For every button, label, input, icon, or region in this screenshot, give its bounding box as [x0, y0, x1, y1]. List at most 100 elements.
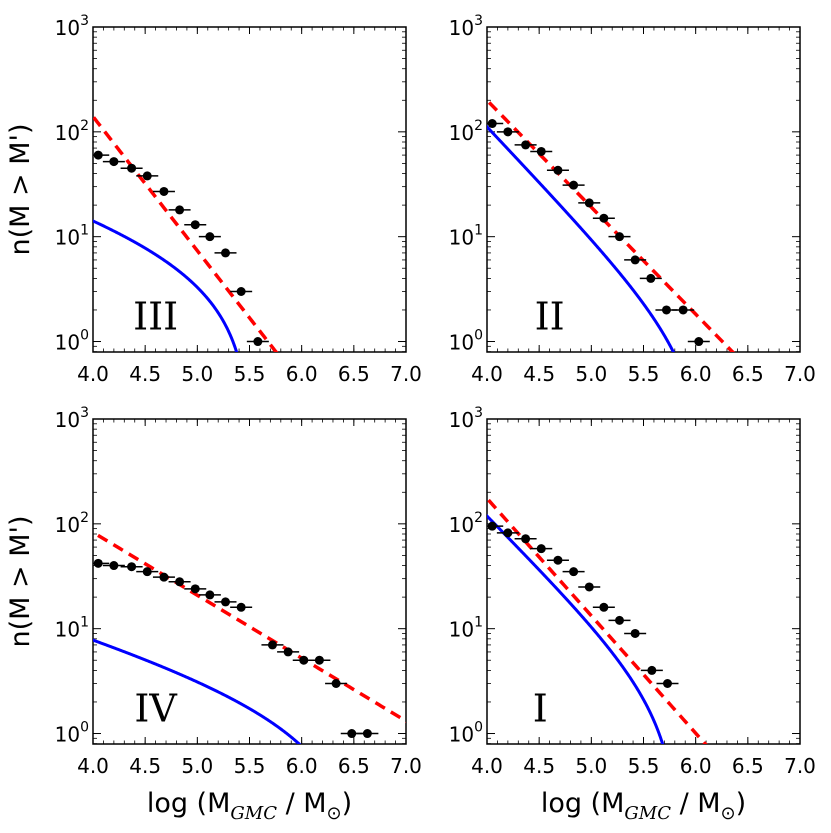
plot-frame	[486, 26, 801, 353]
y-axis-label: n(M > M')	[5, 124, 36, 256]
x-tick-label: 6.0	[680, 362, 712, 386]
x-tick-label: 6.0	[286, 754, 318, 778]
truncated-power-law-fit-line	[487, 513, 665, 744]
panel-label: III	[133, 294, 178, 338]
y-tick-base: 10	[55, 723, 80, 747]
data-point	[662, 678, 672, 688]
y-tick-base: 10	[449, 121, 474, 145]
y-tick-label: 103	[55, 13, 89, 40]
data-point	[661, 305, 671, 315]
y-tick-label: 103	[449, 13, 483, 40]
data-point	[521, 534, 531, 544]
y-tick-label: 102	[449, 510, 483, 537]
data-point	[553, 555, 563, 565]
y-axis-label: n(M > M')	[5, 516, 36, 648]
data-point	[205, 232, 215, 242]
x-tick-label: 4.0	[77, 754, 109, 778]
y-tick-exponent: 1	[80, 615, 89, 631]
data-point	[487, 119, 497, 129]
y-tick-exponent: 0	[474, 720, 483, 736]
x-tick-label: 4.5	[129, 754, 161, 778]
plot-area	[487, 97, 736, 352]
y-tick-label: 100	[55, 720, 89, 747]
x-label-sun-symbol: ⊙	[721, 803, 736, 824]
power-law-fit-line	[93, 113, 279, 352]
data-point	[521, 140, 531, 150]
power-law-fit-line	[93, 530, 406, 724]
y-tick-exponent: 2	[474, 510, 483, 526]
truncated-power-law-fit-line	[93, 219, 239, 352]
y-tick-label: 103	[449, 405, 483, 432]
data-point	[142, 567, 152, 577]
y-tick-exponent: 1	[474, 615, 483, 631]
y-tick-label: 100	[55, 328, 89, 355]
x-tick-label: 7.0	[784, 754, 816, 778]
data-point	[299, 655, 309, 665]
x-axis-label: log (MGMC / M⊙)	[147, 788, 352, 824]
y-tick-base: 10	[449, 331, 474, 355]
x-tick-label: 6.0	[286, 362, 318, 386]
y-tick-base: 10	[55, 226, 80, 250]
data-point	[253, 337, 263, 347]
data-point	[503, 127, 513, 137]
plot-frame	[486, 418, 801, 745]
data-point	[536, 544, 546, 554]
data-point	[647, 665, 657, 675]
data-point	[331, 678, 341, 688]
data-point	[236, 286, 246, 296]
y-tick-base: 10	[449, 513, 474, 537]
x-tick-label: 5.0	[575, 362, 607, 386]
x-label-prefix: log (M	[147, 788, 231, 819]
y-tick-label: 101	[449, 615, 483, 642]
x-tick-label: 4.5	[523, 362, 555, 386]
y-tick-base: 10	[449, 16, 474, 40]
y-tick-exponent: 3	[80, 405, 89, 421]
x-tick-label: 7.0	[784, 362, 816, 386]
data-point	[159, 186, 169, 196]
data-point	[503, 528, 513, 538]
x-label-prefix: log (M	[541, 788, 625, 819]
y-tick-label: 102	[55, 510, 89, 537]
data-point	[646, 273, 656, 283]
truncated-power-law-fit-line	[487, 124, 676, 352]
x-tick-label: 6.5	[732, 754, 764, 778]
y-tick-exponent: 3	[474, 405, 483, 421]
x-axis-label: log (MGMC / M⊙)	[541, 788, 746, 824]
x-tick-label: 5.0	[181, 362, 213, 386]
y-tick-label: 100	[449, 720, 483, 747]
y-tick-exponent: 3	[80, 13, 89, 29]
x-tick-label: 5.5	[628, 362, 660, 386]
y-tick-exponent: 0	[80, 720, 89, 736]
data-point	[93, 558, 103, 568]
data-point	[569, 180, 579, 190]
data-point	[109, 157, 119, 167]
y-tick-base: 10	[449, 226, 474, 250]
data-point	[487, 521, 497, 531]
x-tick-label: 6.0	[680, 754, 712, 778]
y-tick-exponent: 2	[80, 118, 89, 134]
data-point	[536, 146, 546, 156]
y-tick-label: 101	[449, 223, 483, 250]
panel-iii: 4.0 4.5 5.0 5.5 6.0 6.5 7.0100101102103IIIn(M …	[5, 13, 422, 386]
x-tick-label: 4.0	[471, 362, 503, 386]
x-tick-label: 5.5	[628, 754, 660, 778]
data-point	[221, 248, 231, 258]
x-tick-label: 5.0	[575, 754, 607, 778]
y-tick-base: 10	[55, 331, 80, 355]
data-point	[630, 628, 640, 638]
data-point	[93, 150, 103, 160]
data-point	[221, 597, 231, 607]
y-tick-label: 101	[55, 223, 89, 250]
data-point	[599, 602, 609, 612]
x-tick-label: 6.5	[338, 362, 370, 386]
x-tick-label: 4.5	[523, 754, 555, 778]
x-tick-label: 4.5	[129, 362, 161, 386]
data-point	[109, 561, 119, 571]
data-point	[190, 220, 200, 230]
plot-frame	[92, 26, 407, 353]
x-label-subscript: GMC	[230, 803, 277, 824]
truncated-power-law-fit-line	[93, 638, 302, 744]
data-point	[142, 171, 152, 181]
data-point	[314, 655, 324, 665]
